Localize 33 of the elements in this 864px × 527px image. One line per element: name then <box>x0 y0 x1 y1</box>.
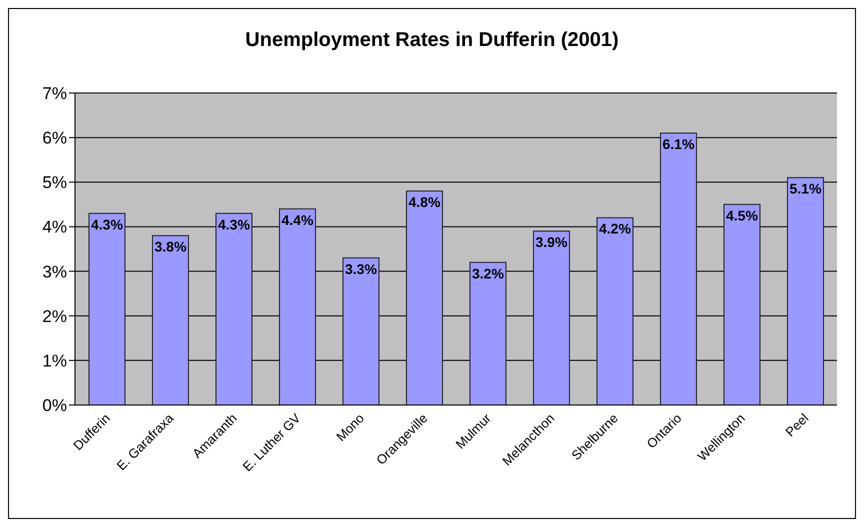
bar <box>660 132 697 405</box>
bar <box>786 177 824 405</box>
data-label: 4.5% <box>726 207 758 224</box>
bar <box>723 204 760 405</box>
data-label: 5.1% <box>790 180 822 197</box>
data-label: 6.1% <box>662 136 695 152</box>
data-label: 3.2% <box>472 265 504 282</box>
y-tick-label: 2% <box>42 306 67 326</box>
bar <box>532 230 570 405</box>
bar <box>342 257 380 405</box>
bar <box>278 208 316 405</box>
data-label: 4.3% <box>218 216 250 232</box>
data-label: 4.2% <box>599 220 632 237</box>
y-tick-label: 3% <box>42 262 67 282</box>
bar <box>469 262 506 405</box>
bar <box>88 212 126 405</box>
y-tick-label: 0% <box>42 396 67 416</box>
data-label: 3.3% <box>345 260 378 277</box>
y-tick-label: 7% <box>42 84 67 104</box>
bar <box>596 217 634 405</box>
chart-title: Unemployment Rates in Dufferin (2001) <box>244 29 620 52</box>
data-label: 4.4% <box>282 212 314 228</box>
data-label: 4.8% <box>408 194 441 210</box>
y-tick-label: 6% <box>42 128 67 148</box>
y-tick-label: 4% <box>42 218 67 237</box>
data-label: 3.8% <box>154 238 187 255</box>
bar <box>215 212 252 405</box>
bar <box>406 190 443 405</box>
y-tick-label: 5% <box>42 173 67 192</box>
data-label: 3.9% <box>536 234 568 250</box>
data-label: 4.3% <box>91 216 124 232</box>
y-tick-label: 1% <box>42 351 67 370</box>
bar <box>152 235 189 405</box>
